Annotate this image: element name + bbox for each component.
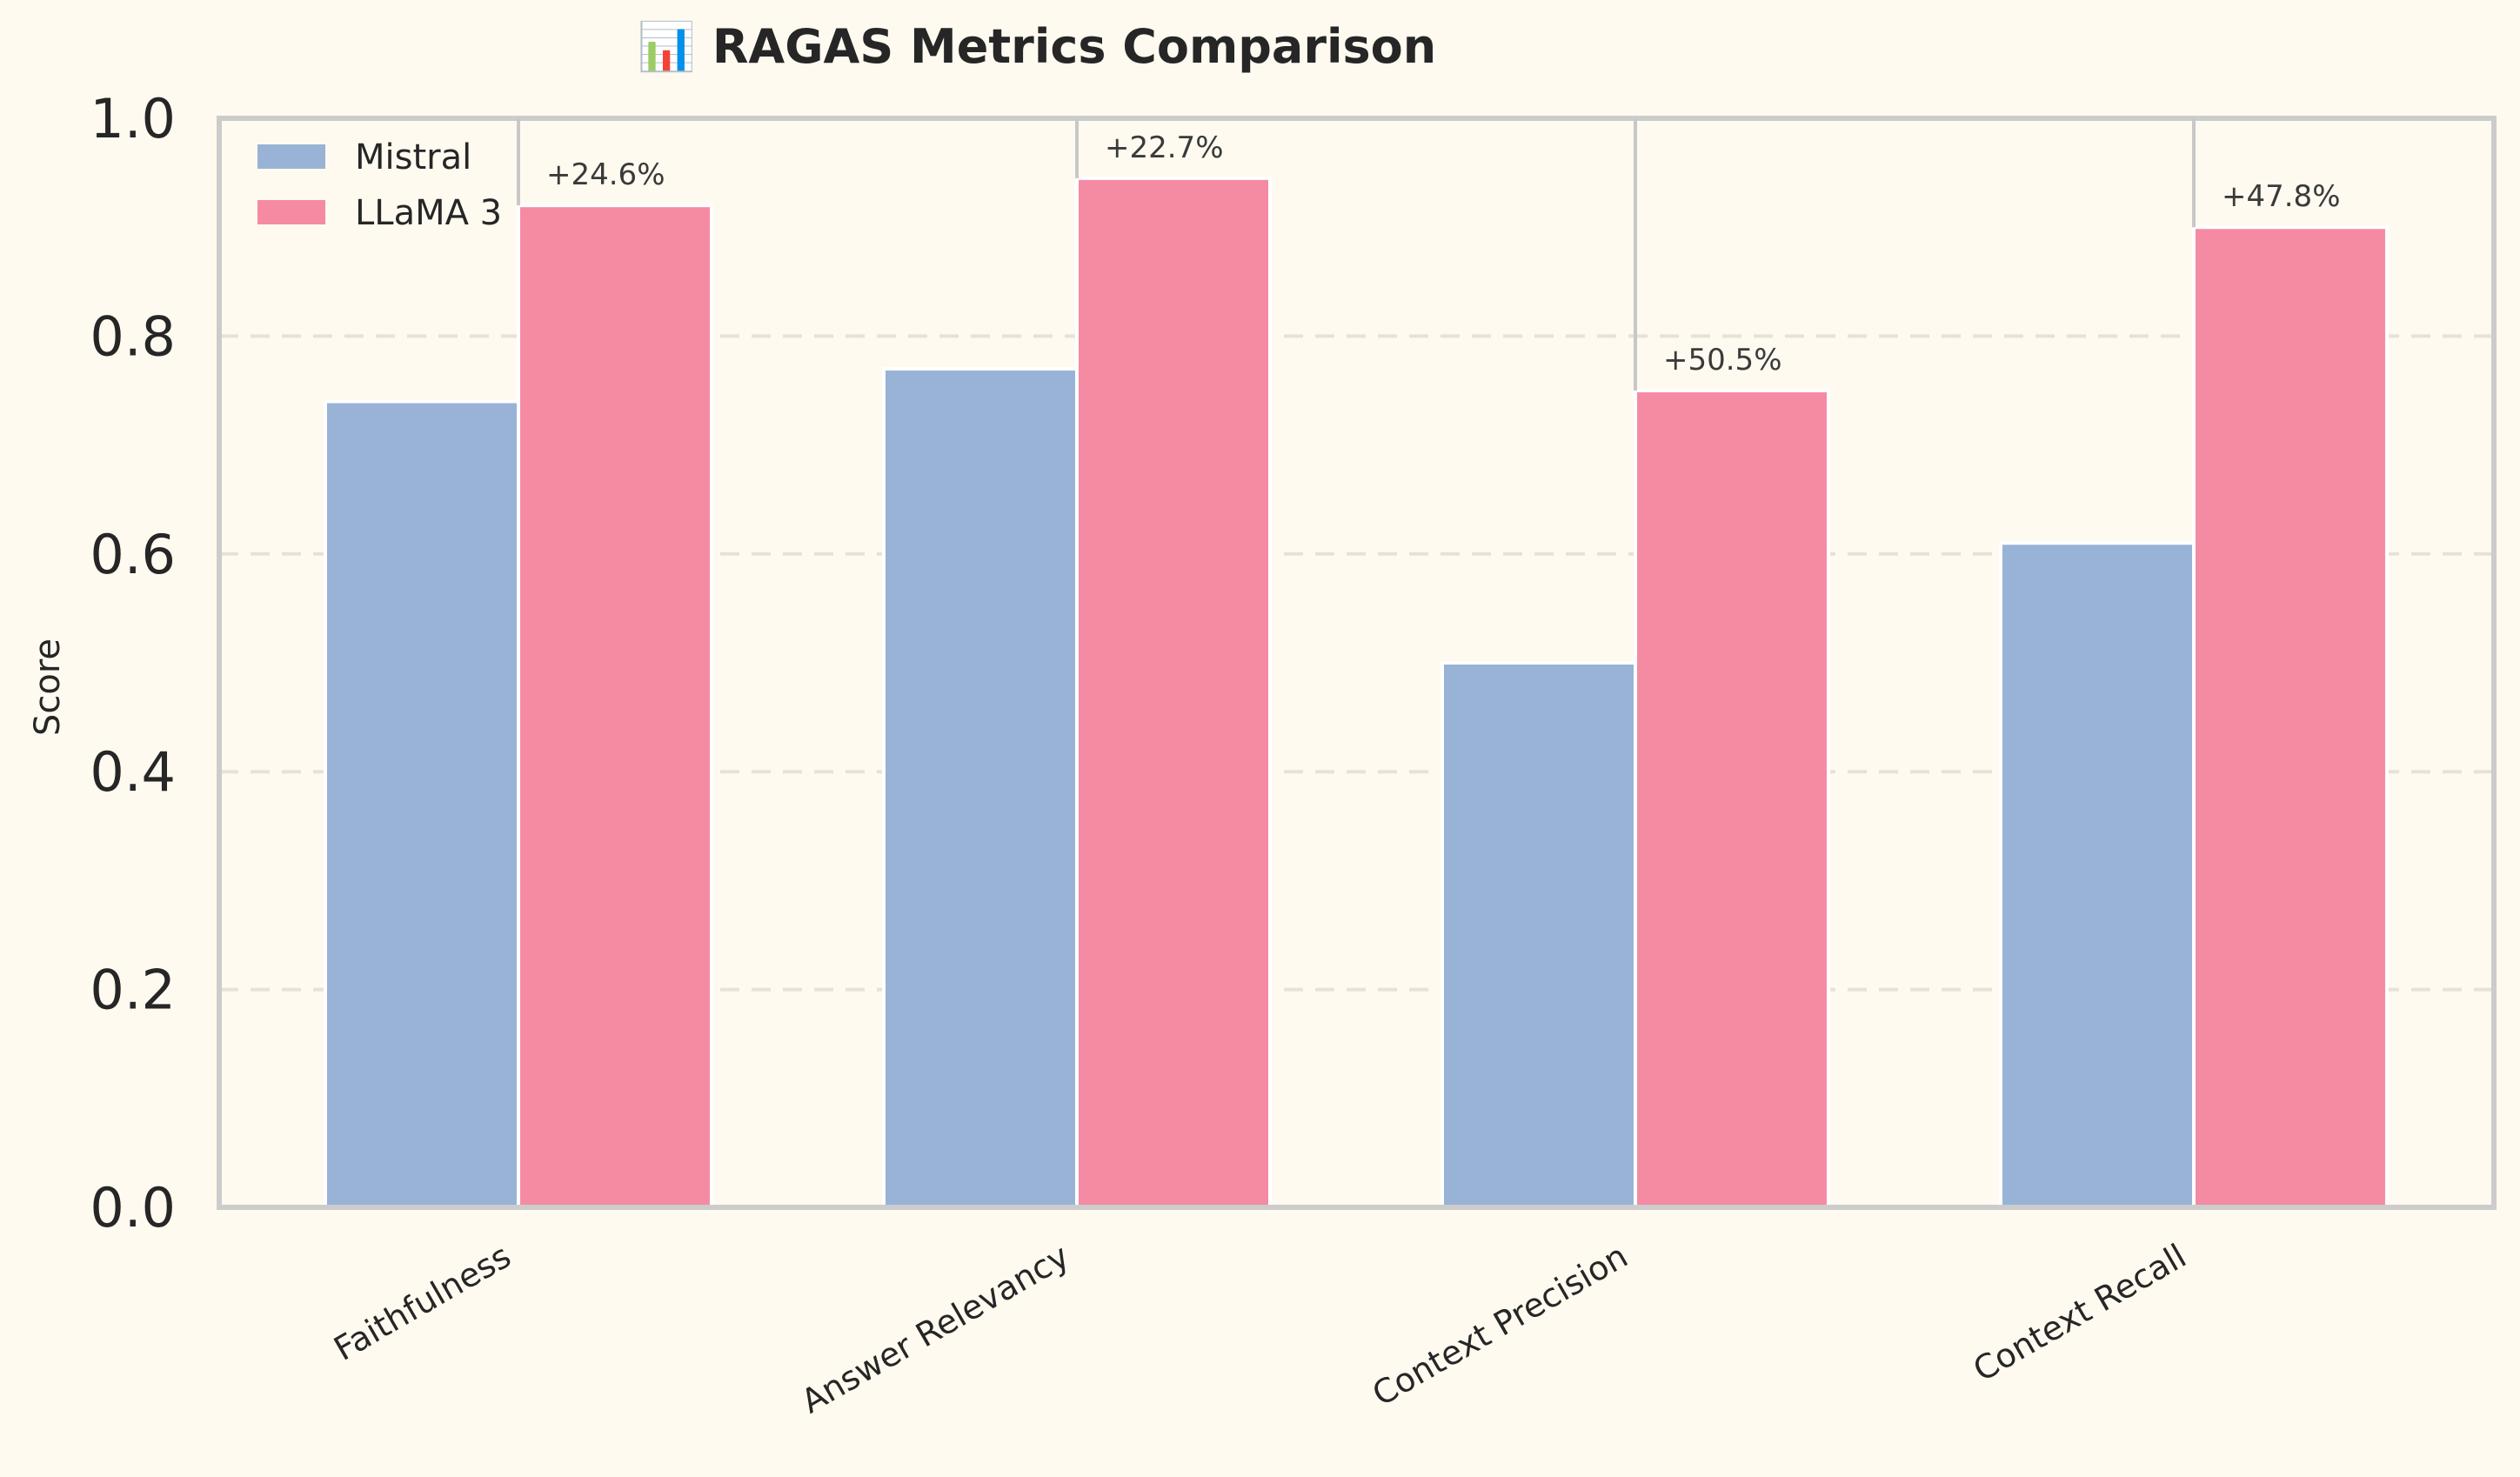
y-tick-label: 0.8 bbox=[90, 304, 176, 368]
y-tick-labels: 0.0 0.2 0.4 0.6 0.8 1.0 bbox=[90, 87, 176, 1240]
annotations: +24.6% +22.7% +50.5% +47.8% bbox=[517, 118, 2341, 391]
improvement-label: +24.6% bbox=[546, 157, 665, 192]
legend: Mistral LLaMA 3 bbox=[257, 137, 502, 233]
y-tick-label: 0.4 bbox=[90, 740, 176, 804]
legend-swatch bbox=[257, 144, 325, 169]
chart-title: 📊 RAGAS Metrics Comparison bbox=[638, 19, 1436, 74]
legend-swatch bbox=[257, 200, 325, 224]
y-tick-label: 0.2 bbox=[90, 959, 176, 1022]
axes-border bbox=[217, 116, 2497, 1210]
bar-llama-3-context-precision bbox=[1634, 389, 1830, 1209]
bars bbox=[324, 176, 2389, 1210]
improvement-label: +22.7% bbox=[1105, 130, 1224, 165]
bar-llama-3-answer-relevancy bbox=[1075, 176, 1272, 1210]
bar-mistral-answer-relevancy bbox=[882, 366, 1079, 1209]
axes-frame bbox=[217, 116, 2497, 1210]
improvement-label: +47.8% bbox=[2222, 179, 2341, 214]
legend-label: LLaMA 3 bbox=[355, 193, 502, 233]
legend-label: Mistral bbox=[355, 137, 471, 177]
y-tick-label: 1.0 bbox=[90, 87, 176, 150]
bar-llama-3-faithfulness bbox=[517, 204, 713, 1209]
y-tick-label: 0.0 bbox=[90, 1176, 176, 1240]
y-axis-label: Score bbox=[28, 638, 68, 736]
bar-mistral-context-recall bbox=[1999, 541, 2196, 1209]
bar-mistral-faithfulness bbox=[324, 399, 520, 1209]
y-tick-label: 0.6 bbox=[90, 523, 176, 586]
bar-mistral-context-precision bbox=[1440, 661, 1637, 1209]
bar-llama-3-context-recall bbox=[2192, 225, 2389, 1210]
improvement-label: +50.5% bbox=[1663, 343, 1782, 378]
